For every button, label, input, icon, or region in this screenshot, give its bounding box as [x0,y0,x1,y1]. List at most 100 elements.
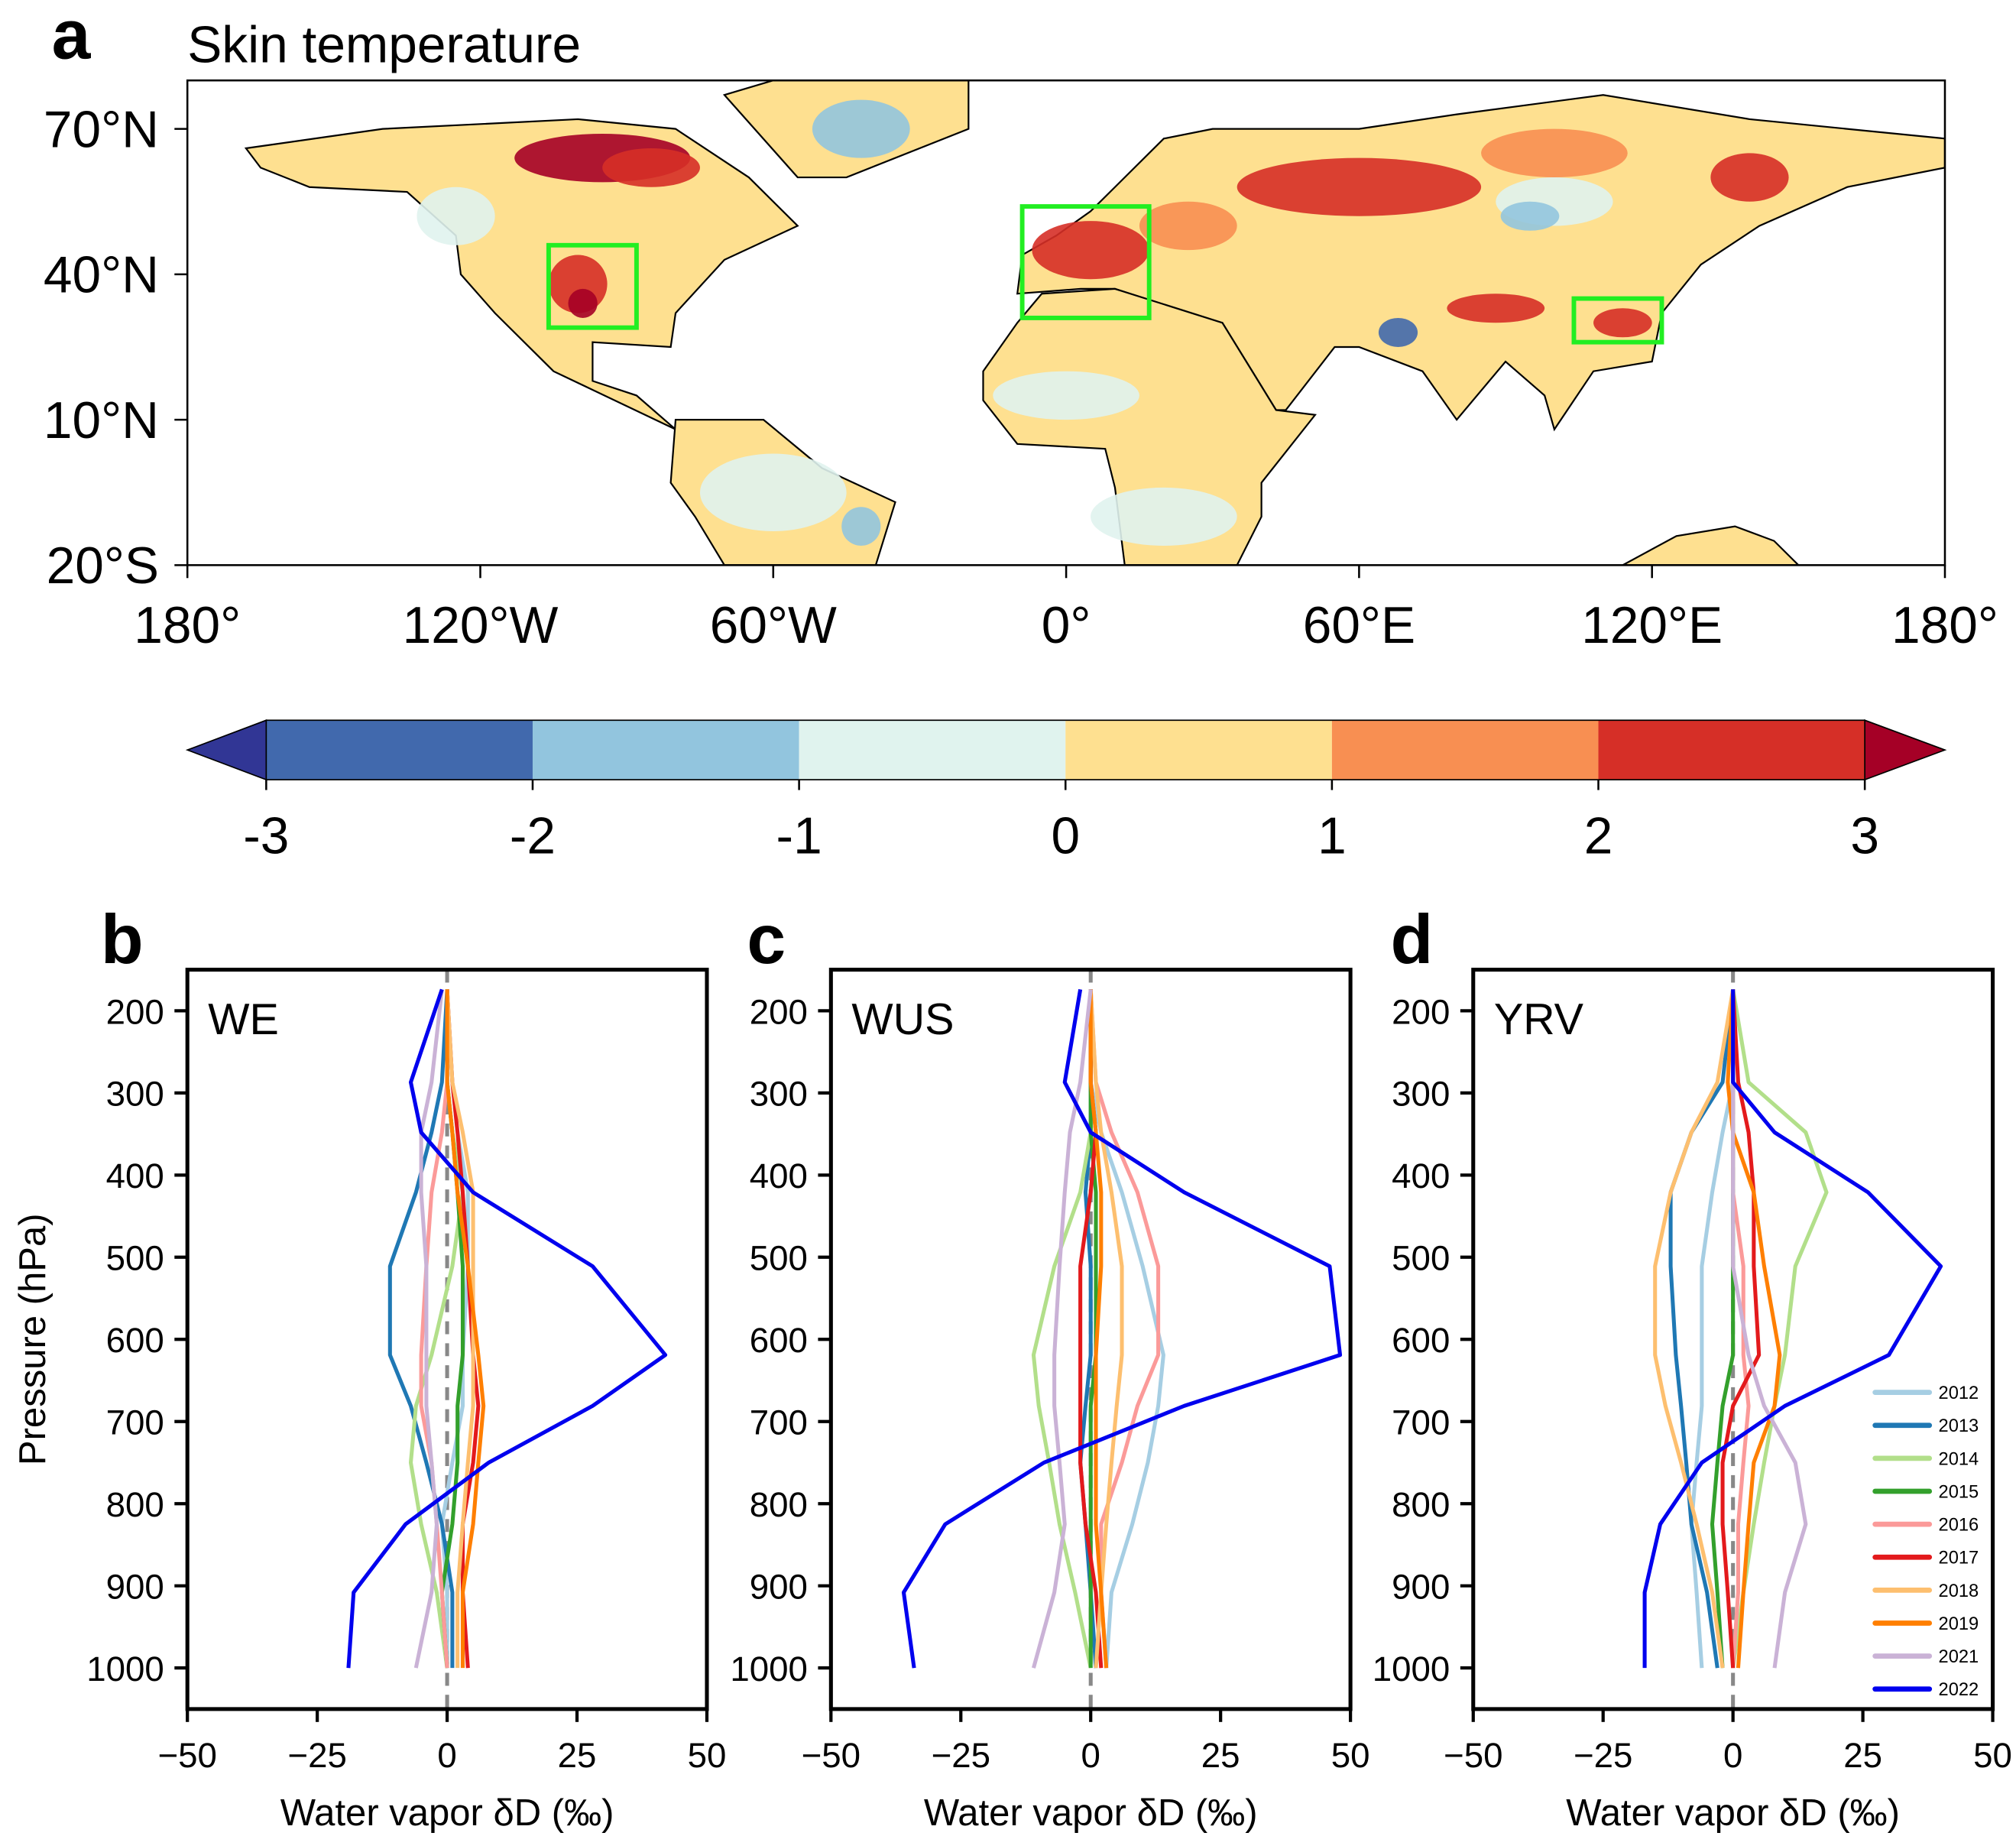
legend-label: 2015 [1939,1482,1979,1502]
map-title: Skin temperature [187,17,581,74]
series-line-2018 [445,989,475,1669]
anomaly-patch [699,453,847,531]
y-tick-label: 200 [106,992,164,1031]
region-box-wus [546,242,639,330]
x-tick-label: −25 [287,1736,346,1775]
colorbar-tick-label: 2 [1584,807,1613,864]
colorbar-bin [1065,720,1332,780]
x-axis-label: Water vapor δD (‰) [1566,1792,1900,1834]
x-tick-label: 50 [1331,1736,1370,1775]
series-line-2016 [419,989,449,1669]
anomaly-patch [1500,201,1560,231]
continent [982,287,1317,566]
colorbar: -3 -2 -1 0 1 2 3 [185,719,1947,864]
lat-tick-label: 40°N [44,247,159,304]
panel-label-b: b [101,900,144,978]
y-tick-label: 800 [750,1485,808,1524]
y-tick-label: 900 [106,1568,164,1607]
anomaly-patch [1139,201,1237,251]
y-tick-label: 500 [106,1239,164,1278]
colorbar-extend-high [1864,719,1947,781]
legend-label: 2019 [1939,1614,1979,1634]
colorbar-tick-label: -1 [776,807,822,864]
colorbar-bin [799,720,1066,780]
lon-tick-label: 120°W [403,597,559,654]
continent [1622,525,1800,566]
y-tick-label: 400 [750,1156,808,1195]
anomaly-patch [416,187,495,245]
anomaly-patch [568,288,598,318]
series-line-2017 [1720,989,1762,1669]
x-tick-label: 50 [1973,1736,2012,1775]
panel-label-d: d [1391,900,1434,978]
x-tick-label: −50 [157,1736,216,1775]
x-tick-label: 25 [1201,1736,1240,1775]
series-line-2013 [387,989,455,1669]
lon-tick-label: 0° [1042,597,1091,654]
x-tick-label: 0 [437,1736,456,1775]
y-tick-label: 900 [1392,1568,1450,1607]
profile-plot-wus: WUS −50 −25 0 25 50 200 300 400 500 600 700 800 900 10… [730,968,1370,1834]
lat-tick-label: 70°N [44,101,159,158]
colorbar-tick-label: -3 [243,807,289,864]
legend: 2012 2013 2014 2015 2016 2017 2018 2019 2021 2022 [1872,1383,1979,1700]
anomaly-patch [841,507,881,546]
y-tick-label: 600 [750,1321,808,1360]
y-tick-label: 1000 [86,1649,164,1688]
region-label: WUS [851,995,954,1044]
lon-tick-label: 180° [1891,597,1998,654]
colorbar-bin [1598,720,1865,780]
profile-plot-yrv: YRV −50 −25 0 25 50 200 300 400 500 600 700 800 900 10… [1373,968,2012,1834]
x-tick-label: 25 [558,1736,597,1775]
anomaly-patch [1378,317,1418,347]
region-box-we [1019,204,1152,320]
legend-label: 2016 [1939,1516,1979,1536]
y-tick-label: 600 [106,1321,164,1360]
region-label: YRV [1494,995,1584,1044]
profile-plot-we: WE −50 −25 0 25 50 200 300 400 500 600 700 800 900 100… [12,968,727,1834]
series-line-2019 [1726,989,1782,1669]
colorbar-bin [266,720,533,780]
y-axis-label: Pressure (hPa) [12,1213,53,1465]
legend-label: 2014 [1939,1449,1979,1469]
y-tick-label: 200 [1392,992,1450,1031]
y-tick-label: 700 [1392,1403,1450,1442]
series-line-2016 [1088,989,1161,1669]
y-tick-label: 500 [1392,1239,1450,1278]
map-panel: 180° 120°W 60°W 0° 60°E 120°E 180° 70°N 40°N 10°N… [44,79,1998,654]
region-box-yrv [1571,296,1664,345]
x-tick-label: 0 [1723,1736,1742,1775]
region-label: WE [208,995,279,1044]
lat-tick-label: 20°S [47,537,159,595]
anomaly-patch [1447,294,1545,323]
x-tick-label: −25 [932,1736,990,1775]
series-line-2019 [1088,989,1109,1669]
y-tick-label: 700 [106,1403,164,1442]
y-tick-label: 900 [750,1568,808,1607]
series-line-2014 [1731,989,1829,1669]
y-tick-label: 400 [106,1156,164,1195]
y-tick-label: 500 [750,1239,808,1278]
legend-label: 2013 [1939,1416,1979,1436]
lon-tick-label: 60°E [1303,597,1415,654]
y-tick-label: 1000 [1373,1649,1450,1688]
lon-tick-label: 120°E [1581,597,1723,654]
series-line-2018 [1653,989,1736,1669]
legend-label: 2022 [1939,1680,1979,1700]
series-line-2022 [1642,989,1943,1669]
legend-label: 2017 [1939,1549,1979,1568]
y-tick-label: 800 [106,1485,164,1524]
y-tick-label: 700 [750,1403,808,1442]
legend-label: 2021 [1939,1647,1979,1667]
x-axis-label: Water vapor δD (‰) [280,1792,614,1834]
lat-tick-label: 10°N [44,392,159,449]
colorbar-extend-low [185,719,267,781]
lon-tick-label: 180° [134,597,241,654]
anomaly-patch [1237,157,1482,216]
colorbar-tick-label: -2 [510,807,556,864]
anomaly-patch [1710,153,1789,202]
x-tick-label: 0 [1081,1736,1100,1775]
x-tick-label: 50 [688,1736,727,1775]
anomaly-patch [1032,221,1149,280]
